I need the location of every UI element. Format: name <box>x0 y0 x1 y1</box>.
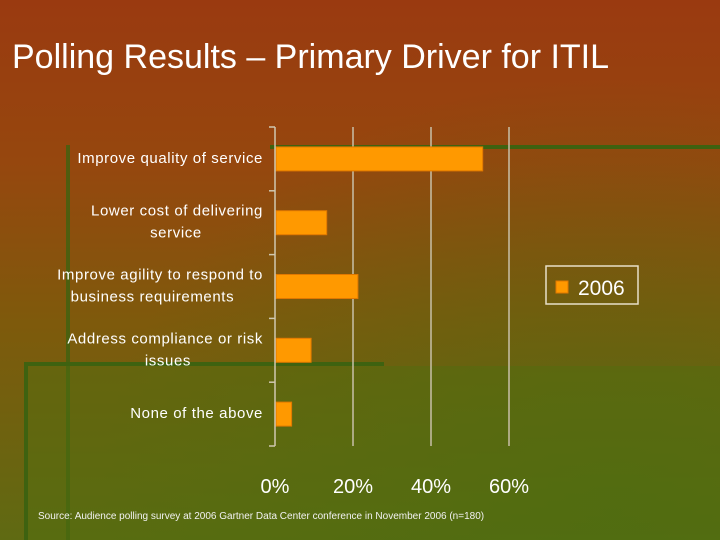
y-tick-label: Improve agility to respond to <box>57 267 263 284</box>
bar <box>275 337 312 363</box>
decorative-panel <box>28 366 720 540</box>
y-tick-label: Improve quality of service <box>77 150 263 167</box>
legend-box <box>545 265 639 305</box>
y-tick-label: issues <box>145 352 191 369</box>
legend-label: 2006 <box>578 277 625 300</box>
y-tick-label: Lower cost of delivering <box>91 203 263 220</box>
decorative-line <box>642 145 720 149</box>
bar <box>275 146 484 172</box>
y-tick-label: None of the above <box>130 405 263 422</box>
slide-title: Polling Results – Primary Driver for ITI… <box>12 38 610 76</box>
bar <box>275 210 328 236</box>
decorative-line <box>24 362 384 366</box>
x-tick-label: 0% <box>261 476 290 498</box>
source-note: Source: Audience polling survey at 2006 … <box>38 511 485 522</box>
x-tick-label: 60% <box>489 476 529 498</box>
bar <box>275 401 293 427</box>
x-tick-label: 40% <box>411 476 451 498</box>
decorative-line <box>66 145 70 540</box>
y-tick-label: service <box>150 225 202 242</box>
y-tick-label: Address compliance or risk <box>67 330 263 347</box>
y-tick-label: business requirements <box>71 289 235 306</box>
x-tick-label: 20% <box>333 476 373 498</box>
legend-swatch <box>555 280 569 294</box>
decorative-line <box>24 362 28 540</box>
bar <box>275 274 359 299</box>
